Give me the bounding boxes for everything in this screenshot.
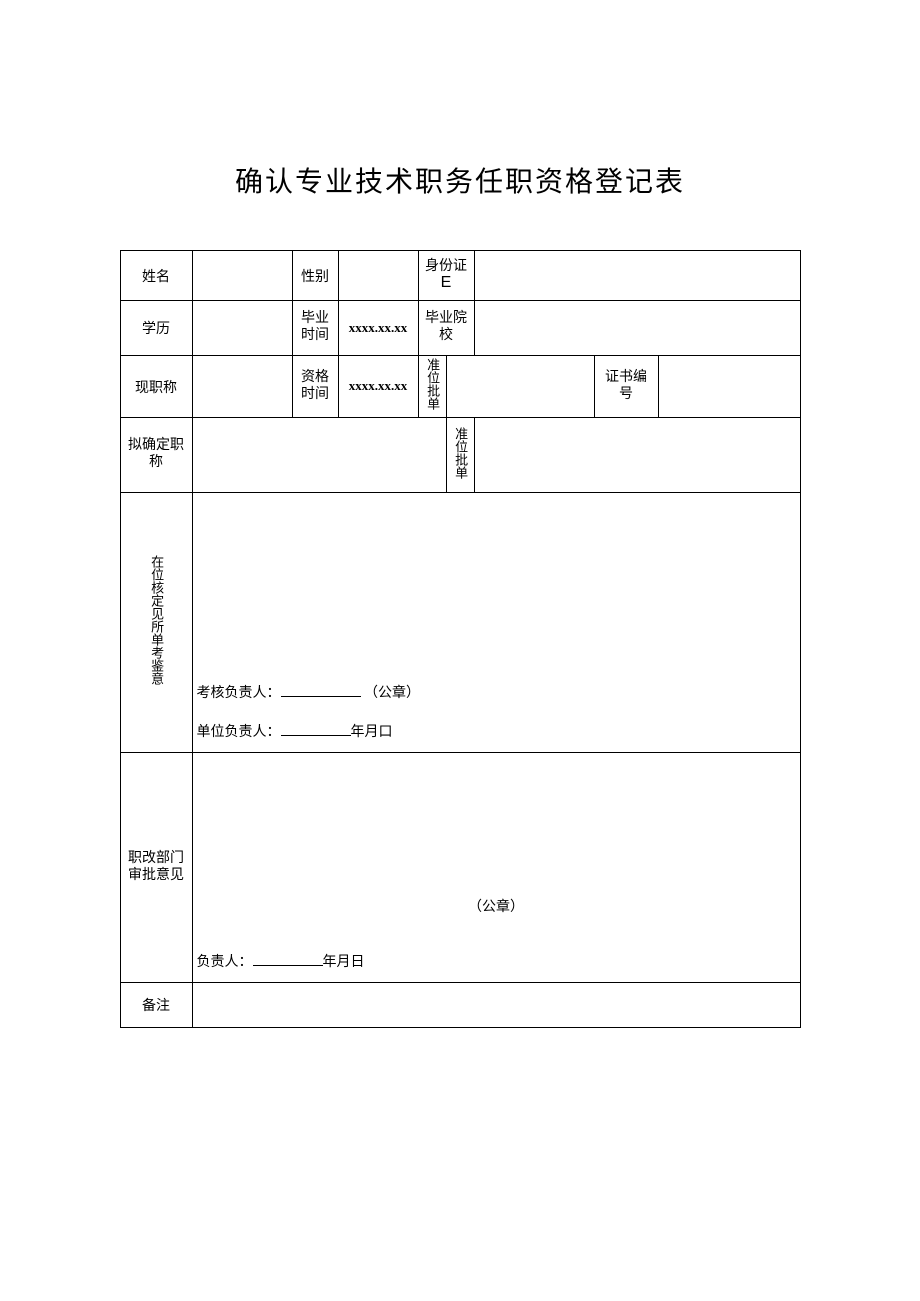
unit-review-label: 在位核定见所单考鉴意 — [120, 493, 192, 753]
cert-no-field[interactable] — [658, 356, 800, 418]
id-card-label: 身份证 E — [418, 251, 474, 301]
current-title-field[interactable] — [192, 356, 292, 418]
gender-field[interactable] — [338, 251, 418, 301]
review-leader-label: 考核负责人： — [197, 686, 281, 701]
registration-form-table: 姓名 性别 身份证 E 学历 毕业时间 xxxx.xx.xx 毕业院校 现职称 … — [120, 250, 801, 1028]
review-leader-underline[interactable] — [281, 683, 361, 697]
dept-approval-label: 职改部门审批意见 — [120, 753, 192, 983]
name-label: 姓名 — [120, 251, 192, 301]
seal-label-2: （公章） — [468, 900, 524, 915]
current-title-label: 现职称 — [120, 356, 192, 418]
unit-review-text: 在位核定见所单考鉴意 — [149, 555, 163, 685]
grad-school-label: 毕业院校 — [418, 301, 474, 356]
unit-leader-underline[interactable] — [281, 722, 351, 736]
seal-label-1: （公章） — [364, 686, 420, 701]
unit-leader-label: 单位负责人： — [197, 725, 281, 740]
dept-leader-label: 负责人： — [197, 955, 253, 970]
id-card-field[interactable] — [474, 251, 800, 301]
table-row: 姓名 性别 身份证 E — [120, 251, 800, 301]
id-card-text: 身份证 — [425, 259, 467, 274]
education-label: 学历 — [120, 301, 192, 356]
remarks-field[interactable] — [192, 983, 800, 1028]
qual-time-label: 资格时间 — [292, 356, 338, 418]
table-row: 拟确定职称 准位批单 — [120, 418, 800, 493]
approval-unit-2-label: 准位批单 — [446, 418, 474, 493]
proposed-title-label: 拟确定职称 — [120, 418, 192, 493]
unit-leader-line: 单位负责人： 年月口 — [197, 716, 796, 750]
dept-approval-content[interactable]: （公章） 负责人： 年月日 — [192, 753, 800, 983]
approval-unit-label: 准位批单 — [418, 356, 446, 418]
approval-unit-field[interactable] — [446, 356, 594, 418]
approval-unit-2-text: 准位批单 — [453, 427, 467, 479]
table-row: 学历 毕业时间 xxxx.xx.xx 毕业院校 — [120, 301, 800, 356]
qual-time-field[interactable]: xxxx.xx.xx — [338, 356, 418, 418]
page-title: 确认专业技术职务任职资格登记表 — [0, 160, 920, 200]
grad-time-label: 毕业时间 — [292, 301, 338, 356]
id-card-e: E — [423, 274, 470, 292]
education-field[interactable] — [192, 301, 292, 356]
unit-review-content[interactable]: 考核负责人： （公章） 单位负责人： 年月口 — [192, 493, 800, 753]
grad-time-value: xxxx.xx.xx — [349, 320, 408, 335]
remarks-label: 备注 — [120, 983, 192, 1028]
table-row: 职改部门审批意见 （公章） 负责人： 年月日 — [120, 753, 800, 983]
dept-leader-line: 负责人： 年月日 — [197, 946, 796, 980]
date-suffix-2: 年月日 — [323, 955, 365, 970]
grad-school-field[interactable] — [474, 301, 800, 356]
review-leader-line: 考核负责人： （公章） — [197, 677, 796, 711]
dept-leader-underline[interactable] — [253, 952, 323, 966]
table-row: 现职称 资格时间 xxxx.xx.xx 准位批单 证书编号 — [120, 356, 800, 418]
document-page: 确认专业技术职务任职资格登记表 姓名 性别 身份证 E — [0, 0, 920, 1028]
gender-label: 性别 — [292, 251, 338, 301]
qual-time-value: xxxx.xx.xx — [349, 378, 408, 393]
approval-unit-text: 准位批单 — [425, 358, 439, 410]
proposed-title-field[interactable] — [192, 418, 446, 493]
grad-time-field[interactable]: xxxx.xx.xx — [338, 301, 418, 356]
date-suffix-1: 年月口 — [351, 725, 393, 740]
name-field[interactable] — [192, 251, 292, 301]
approval-unit-2-field[interactable] — [474, 418, 800, 493]
table-row: 在位核定见所单考鉴意 考核负责人： （公章） 单位负责人： 年月口 — [120, 493, 800, 753]
seal-center: （公章） — [197, 896, 796, 916]
table-row: 备注 — [120, 983, 800, 1028]
cert-no-label: 证书编号 — [594, 356, 658, 418]
